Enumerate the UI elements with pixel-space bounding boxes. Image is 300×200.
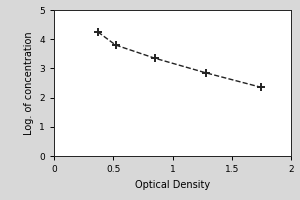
Y-axis label: Log. of concentration: Log. of concentration [24, 31, 34, 135]
X-axis label: Optical Density: Optical Density [135, 180, 210, 190]
